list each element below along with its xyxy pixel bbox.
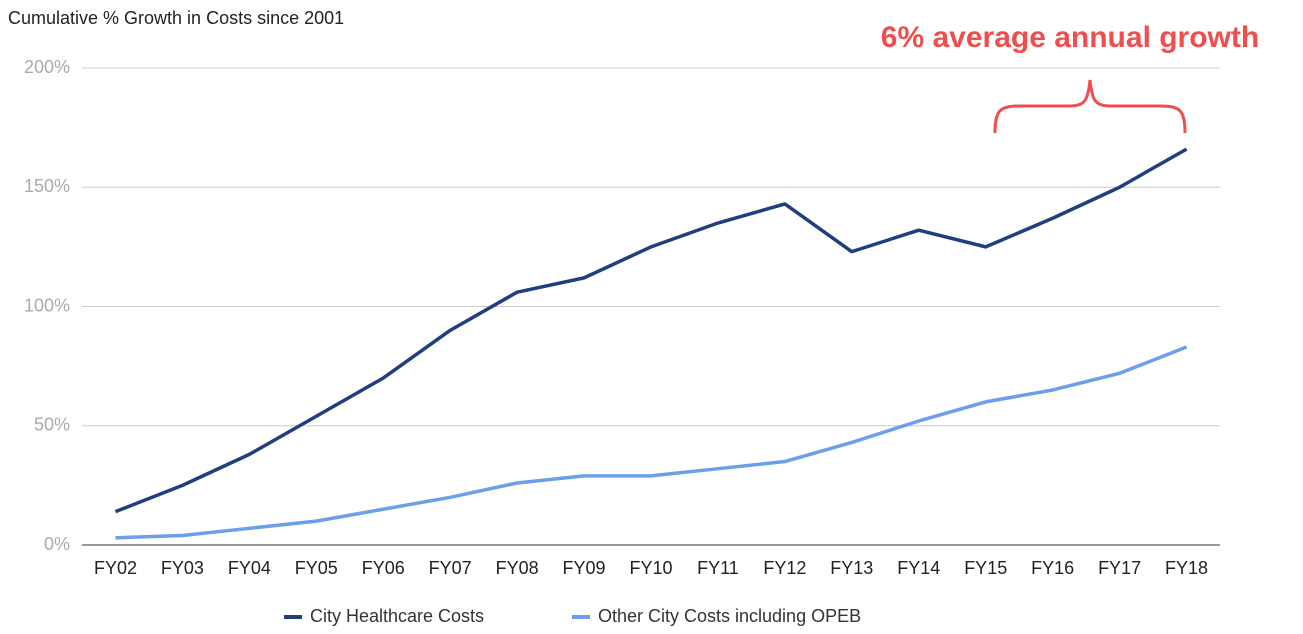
x-tick-label: FY10 <box>629 558 672 578</box>
x-tick-label: FY05 <box>295 558 338 578</box>
x-tick-label: FY14 <box>897 558 940 578</box>
x-tick-label: FY06 <box>362 558 405 578</box>
x-tick-label: FY07 <box>429 558 472 578</box>
y-tick-label: 200% <box>24 57 70 77</box>
chart-title: Cumulative % Growth in Costs since 2001 <box>8 8 344 28</box>
y-tick-label: 50% <box>34 415 70 435</box>
series-line <box>115 345 1188 540</box>
x-tick-label: FY08 <box>496 558 539 578</box>
y-tick-label: 150% <box>24 176 70 196</box>
x-tick-label: FY15 <box>964 558 1007 578</box>
y-tick-label: 0% <box>44 534 70 554</box>
x-tick-label: FY04 <box>228 558 271 578</box>
legend-label: City Healthcare Costs <box>310 606 484 626</box>
x-tick-label: FY12 <box>763 558 806 578</box>
x-tick-label: FY18 <box>1165 558 1208 578</box>
x-tick-label: FY17 <box>1098 558 1141 578</box>
x-tick-label: FY03 <box>161 558 204 578</box>
legend-label: Other City Costs including OPEB <box>598 606 861 626</box>
x-tick-label: FY02 <box>94 558 137 578</box>
x-tick-label: FY11 <box>697 558 739 578</box>
x-tick-label: FY16 <box>1031 558 1074 578</box>
series-line <box>114 147 1188 514</box>
annotation: 6% average annual growth <box>881 21 1259 54</box>
x-tick-label: FY09 <box>563 558 606 578</box>
x-tick-label: FY13 <box>830 558 873 578</box>
brace <box>993 79 1187 134</box>
y-tick-label: 100% <box>24 295 70 315</box>
